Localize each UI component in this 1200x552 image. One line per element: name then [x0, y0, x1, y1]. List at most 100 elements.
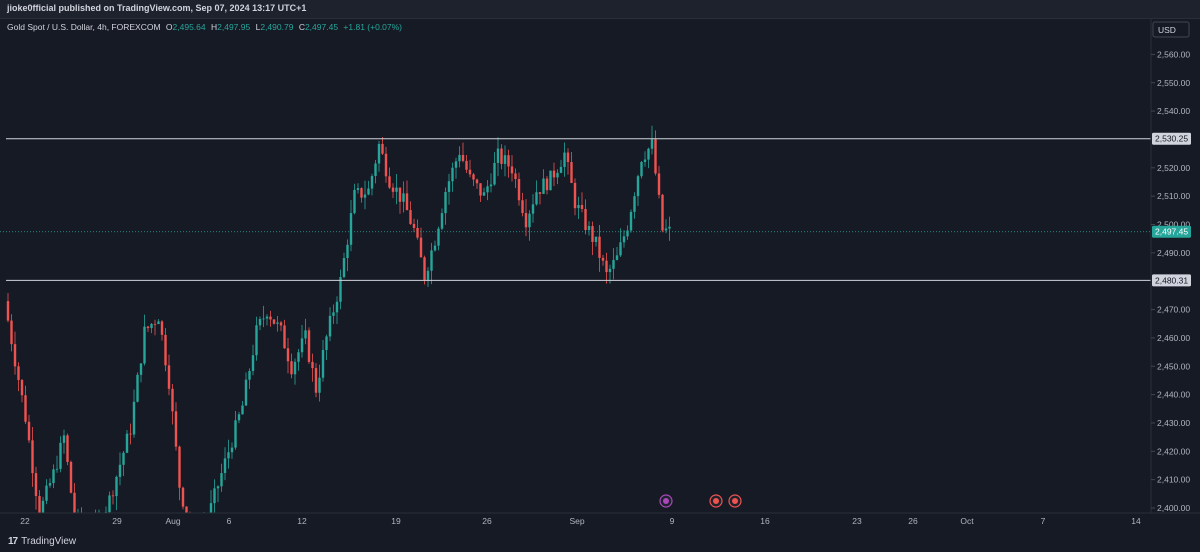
candle-body: [111, 495, 115, 497]
candle-body: [174, 411, 178, 447]
level-price-badge: [1152, 132, 1191, 145]
candle-body: [608, 268, 612, 273]
candle-body: [657, 173, 661, 195]
candle-body: [360, 188, 363, 198]
price-tick-label: 2,550.00: [1157, 78, 1190, 88]
candle-body: [108, 495, 111, 513]
currency-label-box: [1152, 21, 1190, 38]
candle-body: [405, 193, 409, 211]
legend-low: L2,490.79: [256, 22, 294, 32]
candle-body: [468, 169, 472, 175]
candle-body: [230, 447, 234, 453]
candle-body: [346, 244, 349, 259]
candle-body: [381, 143, 384, 154]
candle-body: [447, 181, 451, 192]
candle-body: [440, 213, 444, 229]
price-tick-label: 2,520.00: [1157, 163, 1190, 173]
candle-body: [633, 196, 636, 212]
candle-body: [503, 155, 507, 164]
candle-body: [31, 440, 34, 474]
candle-body: [24, 395, 27, 422]
candle-body: [640, 161, 643, 177]
candle-body: [419, 237, 423, 258]
candle-body: [297, 352, 300, 362]
candle-body: [248, 370, 251, 380]
candle-body: [272, 319, 276, 324]
candle-body: [458, 154, 461, 162]
time-tick-label: Aug: [165, 516, 180, 526]
levels-group: [0, 138, 1151, 281]
candle-body: [416, 227, 419, 238]
candle-body: [486, 186, 489, 193]
candle-body: [535, 192, 538, 205]
candle-body: [328, 315, 332, 337]
candle-body: [339, 277, 342, 302]
candle-body: [566, 152, 570, 163]
candle-body: [34, 473, 38, 497]
time-tick-label: 14: [1131, 516, 1141, 526]
level-price-badge: [1152, 274, 1191, 287]
symbol-legend: Gold Spot / U.S. Dollar, 4h, FOREXCOM O2…: [7, 22, 405, 32]
price-tick-label: 2,500.00: [1157, 220, 1190, 230]
candle-body: [377, 143, 381, 164]
candle-body: [521, 200, 524, 214]
time-tick-label: 6: [227, 516, 232, 526]
candle-body: [356, 188, 360, 190]
candle-body: [353, 189, 356, 214]
price-tick-label: 2,440.00: [1157, 390, 1190, 400]
candle-body: [17, 366, 20, 381]
candle-body: [538, 192, 542, 194]
candle-body: [444, 191, 447, 214]
candle-body: [426, 270, 430, 280]
candle-body: [262, 318, 265, 320]
candle-body: [472, 174, 475, 180]
candle-body: [13, 344, 17, 367]
currency-label[interactable]: USD: [1152, 21, 1190, 38]
time-axis[interactable]: 22 29 Aug 6 12 19 26 Sep 9 16 23 26 Oct 7 14: [20, 516, 1141, 526]
candle-body: [209, 503, 213, 513]
candle-body: [335, 301, 339, 313]
candle-body: [122, 452, 125, 465]
candle-body: [349, 213, 353, 245]
candle-body: [38, 496, 41, 513]
candle-body: [647, 148, 650, 160]
candle-body: [269, 316, 272, 320]
candle-body: [185, 506, 188, 513]
level-price-badge-label: 2,530.25: [1155, 134, 1188, 144]
candle-body: [363, 194, 367, 198]
price-tick-label: 2,510.00: [1157, 191, 1190, 201]
price-axis[interactable]: 2,560.00 2,550.00 2,540.00 2,520.00 2,510.00…: [1151, 49, 1191, 513]
candle-body: [164, 334, 167, 366]
candle-body: [241, 405, 244, 415]
candle-body: [573, 182, 577, 209]
price-tick-label: 2,490.00: [1157, 248, 1190, 258]
candle-body: [605, 260, 608, 273]
candle-body: [479, 183, 482, 196]
candle-body: [374, 163, 377, 176]
last-price-badge-label: 2,497.45: [1155, 227, 1188, 237]
candle-body: [178, 446, 181, 488]
time-tick-label: 12: [297, 516, 307, 526]
candle-body: [391, 187, 395, 192]
candle-body: [69, 461, 73, 493]
candle-body: [664, 228, 668, 231]
candle-body: [591, 226, 594, 242]
publish-bar: jioke0fficial published on TradingView.c…: [0, 0, 1200, 19]
footer-bar: 17 TradingView: [0, 532, 1200, 552]
tradingview-brand[interactable]: 17 TradingView: [8, 536, 76, 547]
price-tick-label: 2,560.00: [1157, 49, 1190, 59]
candle-body: [234, 420, 237, 448]
candle-body: [318, 377, 321, 393]
candle-body: [307, 330, 311, 362]
candle-body: [465, 160, 468, 170]
candle-body: [171, 388, 174, 412]
time-tick-label: 23: [852, 516, 862, 526]
candle-body: [489, 184, 493, 187]
candle-body: [115, 476, 118, 497]
price-chart[interactable]: 2,560.00 2,550.00 2,540.00 2,520.00 2,510.00…: [0, 19, 1200, 532]
candle-body: [300, 338, 304, 353]
legend-high-value: 2,497.95: [217, 22, 251, 32]
legend-symbol: Gold Spot / U.S. Dollar, 4h, FOREXCOM: [7, 22, 161, 32]
candle-body: [570, 162, 573, 183]
candle-body: [118, 464, 122, 477]
